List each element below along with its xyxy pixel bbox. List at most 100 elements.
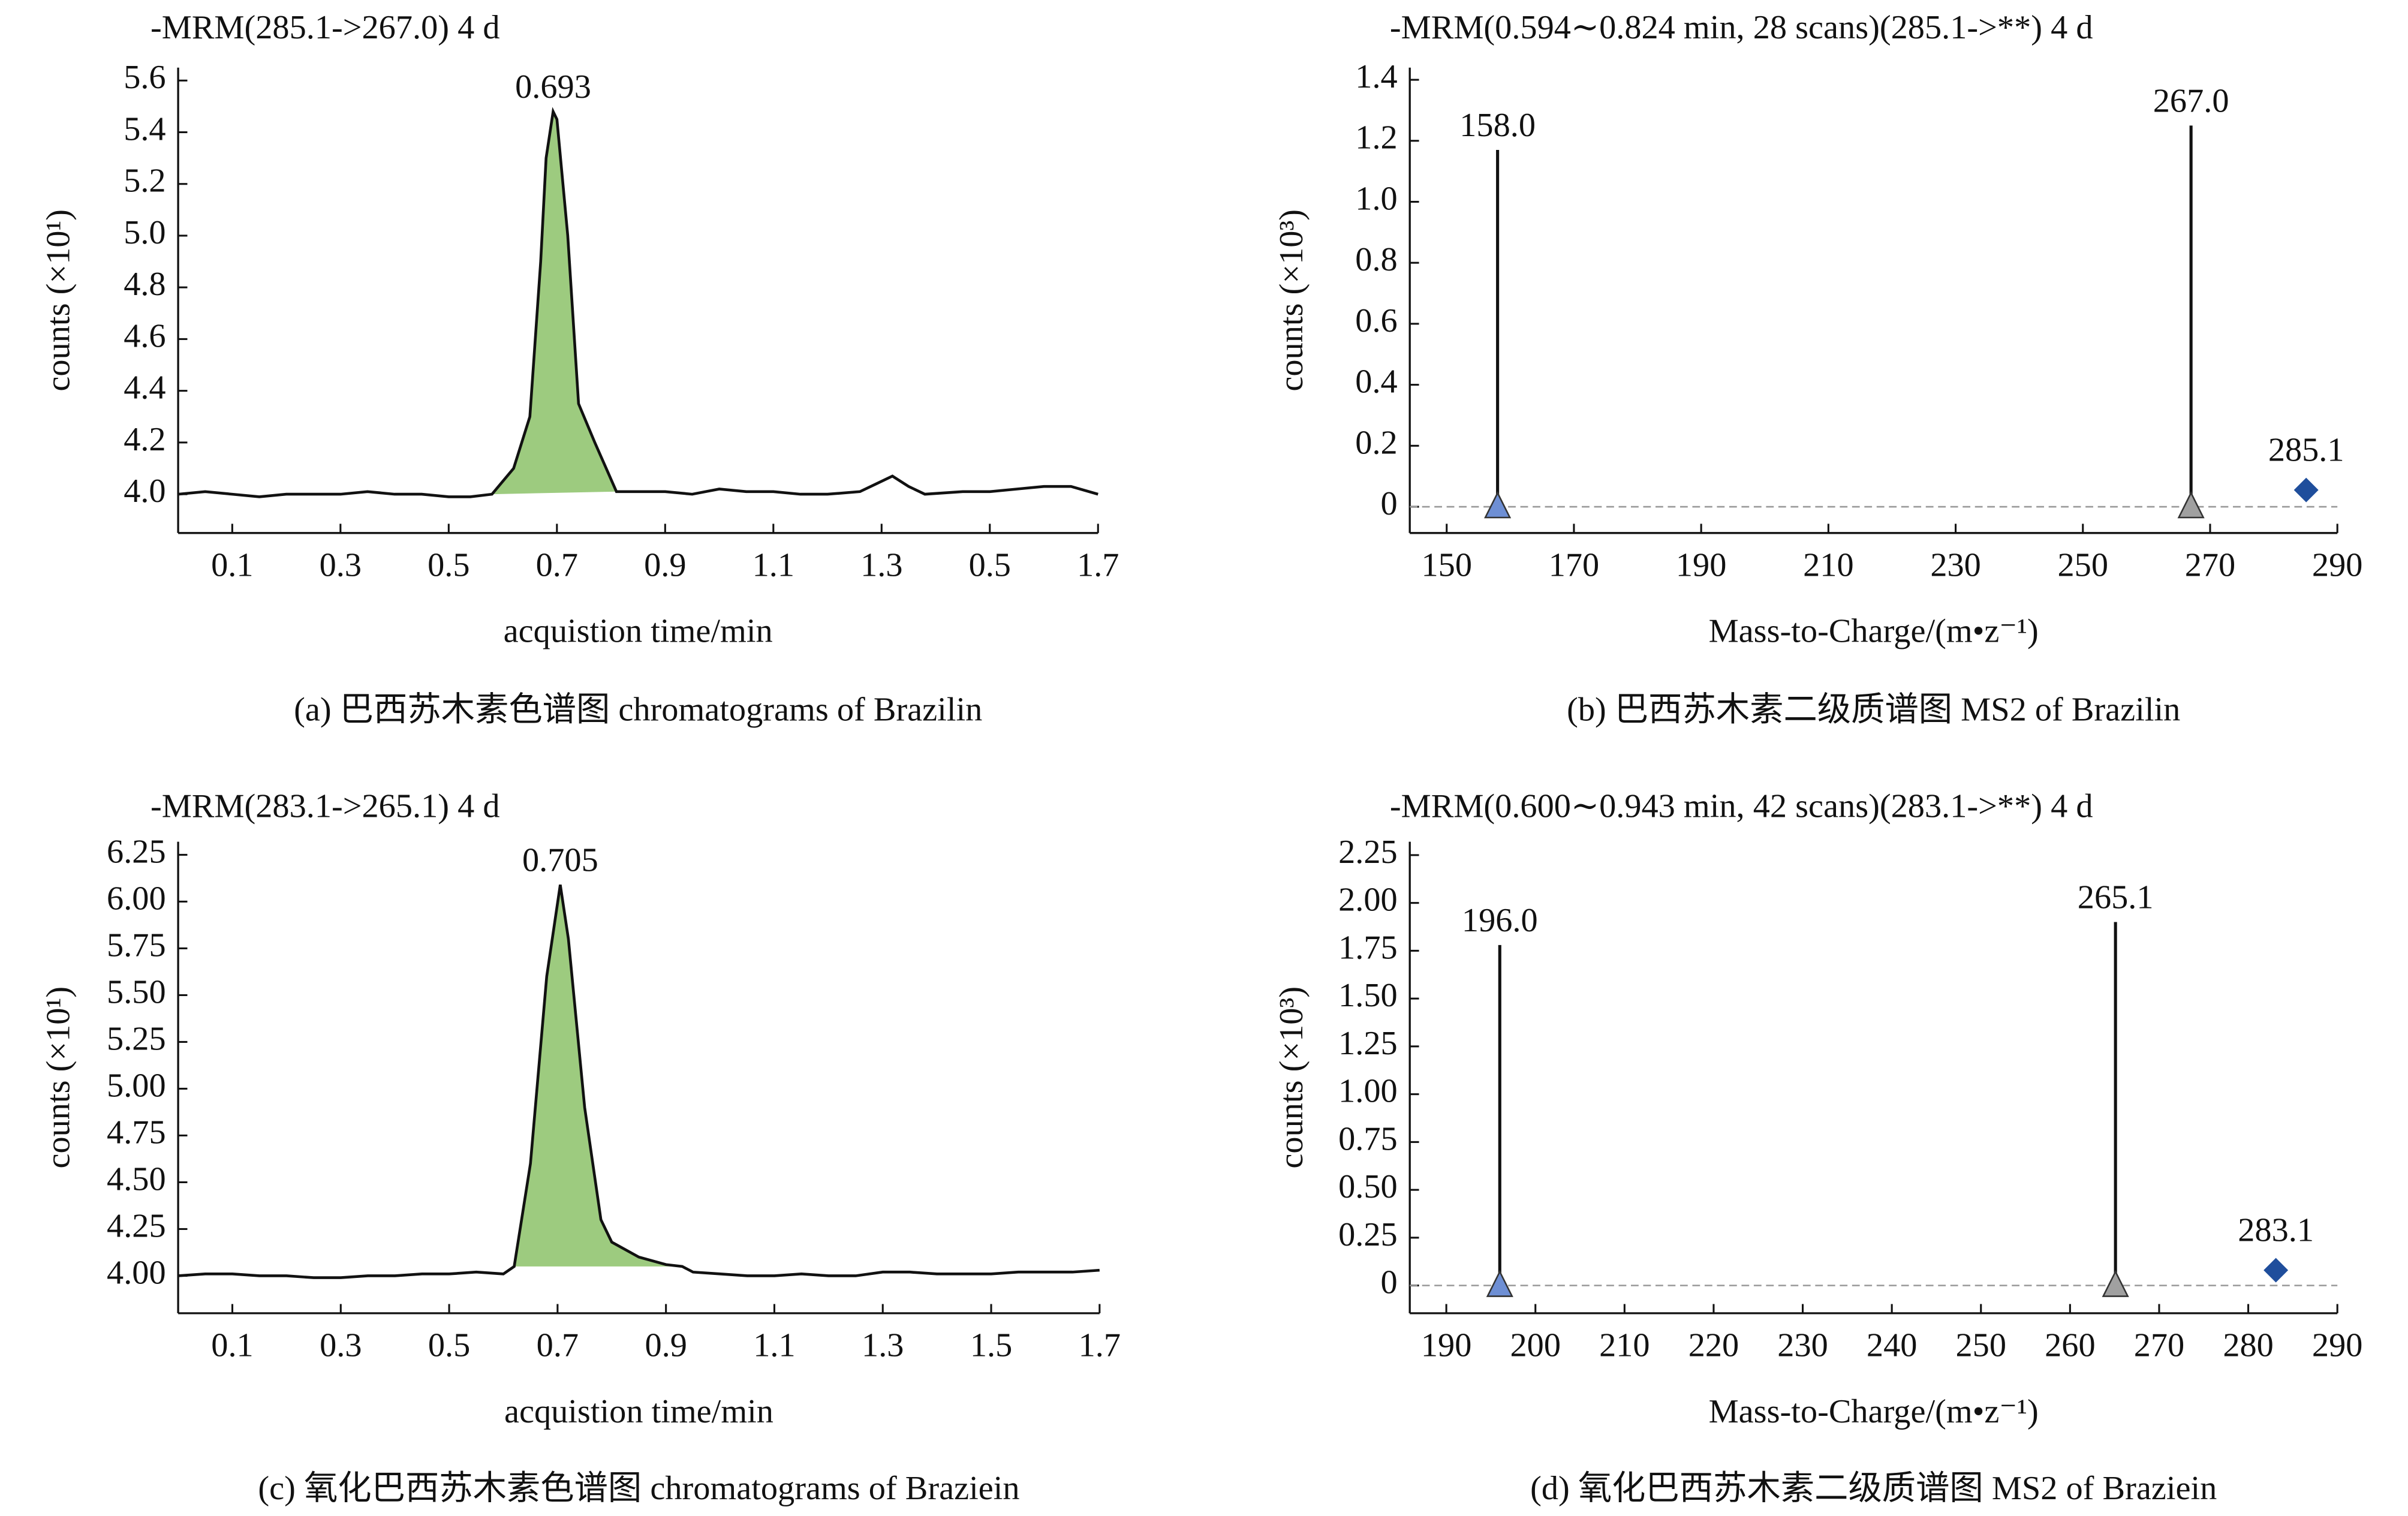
x-tick-label: 1.5 [970, 1327, 1012, 1364]
x-tick-label: 0.1 [211, 1327, 253, 1364]
x-tick-label: 260 [2045, 1327, 2096, 1364]
peak-label: 265.1 [2078, 879, 2154, 916]
x-axis-label: acquistion time/min [504, 613, 773, 650]
y-tick-label: 2.25 [1338, 834, 1398, 871]
peak-label: 267.0 [2153, 82, 2229, 119]
caption: (d) 氧化巴西苏木素二级质谱图 MS2 of Braziein [1530, 1470, 2217, 1507]
y-tick-label: 0.2 [1355, 424, 1397, 461]
y-tick-label: 5.50 [107, 973, 166, 1010]
y-tick-label: 0.6 [1355, 302, 1397, 339]
y-tick-label: 0.8 [1355, 241, 1397, 278]
x-tick-label: 270 [2134, 1327, 2185, 1364]
y-axis-label: counts (×10¹) [40, 986, 77, 1169]
y-tick-label: 5.6 [124, 59, 165, 96]
y-tick-label: 5.2 [124, 163, 165, 200]
x-tick-label: 190 [1421, 1327, 1472, 1364]
y-tick-label: 0.75 [1338, 1120, 1398, 1157]
y-tick-label: 0.50 [1338, 1168, 1398, 1205]
x-tick-label: 230 [1930, 547, 1981, 584]
x-axis-label: Mass-to-Charge/(m•z⁻¹) [1709, 1393, 2039, 1430]
y-tick-label: 5.4 [124, 110, 165, 148]
y-tick-label: 2.00 [1338, 882, 1398, 919]
y-tick-label: 6.00 [107, 880, 166, 917]
y-tick-label: 1.25 [1338, 1025, 1398, 1062]
peak-marker [1484, 491, 1512, 519]
x-tick-label: 0.5 [428, 547, 469, 584]
x-tick-label: 210 [1803, 547, 1854, 584]
y-tick-label: 0 [1381, 1264, 1398, 1301]
x-tick-label: 290 [2312, 1327, 2363, 1364]
chart-title: -MRM(0.594∼0.824 min, 28 scans)(285.1->*… [1390, 9, 2093, 46]
x-tick-label: 240 [1867, 1327, 1918, 1364]
y-tick-label: 5.0 [124, 214, 165, 251]
y-tick-label: 4.6 [124, 317, 165, 354]
y-tick-label: 5.00 [107, 1067, 166, 1104]
y-tick-label: 1.50 [1338, 977, 1398, 1014]
y-axis-label: counts (×10¹) [40, 209, 77, 392]
y-tick-label: 4.00 [107, 1254, 166, 1291]
x-tick-label: 1.3 [860, 547, 902, 584]
y-tick-label: 4.4 [124, 369, 165, 407]
y-tick-label: 1.75 [1338, 929, 1398, 966]
precursor-label: 283.1 [2238, 1212, 2314, 1249]
x-tick-label: 280 [2223, 1327, 2274, 1364]
y-axis-label: counts (×10³) [1273, 209, 1310, 392]
y-tick-label: 0 [1381, 485, 1398, 522]
trace-line [177, 107, 1098, 498]
precursor-label: 285.1 [2268, 432, 2344, 469]
x-tick-label: 1.1 [753, 1327, 795, 1364]
x-tick-label: 230 [1777, 1327, 1828, 1364]
y-tick-label: 5.25 [107, 1020, 166, 1057]
x-tick-label: 210 [1599, 1327, 1650, 1364]
peak-label: 196.0 [1462, 902, 1538, 939]
x-tick-label: 0.1 [211, 547, 253, 584]
x-tick-label: 290 [2312, 547, 2363, 584]
y-tick-label: 4.0 [124, 473, 165, 510]
caption: (c) 氧化巴西苏木素色谱图 chromatograms of Braziein [258, 1470, 1019, 1507]
x-tick-label: 250 [1956, 1327, 2007, 1364]
peak-label: 158.0 [1459, 107, 1536, 144]
x-tick-label: 0.9 [645, 1327, 687, 1364]
chart-title: -MRM(285.1->267.0) 4 d [150, 9, 500, 46]
caption: (b) 巴西苏木素二级质谱图 MS2 of Brazilin [1567, 691, 2180, 728]
y-tick-label: 1.2 [1355, 119, 1397, 157]
x-tick-label: 0.7 [536, 547, 578, 584]
y-tick-label: 1.4 [1355, 58, 1397, 95]
x-tick-label: 0.3 [320, 1327, 362, 1364]
y-tick-label: 4.2 [124, 421, 165, 458]
peak-area [514, 885, 682, 1267]
x-tick-label: 1.1 [752, 547, 794, 584]
y-tick-label: 0.25 [1338, 1216, 1398, 1253]
x-tick-label: 250 [2058, 547, 2109, 584]
x-tick-label: 220 [1688, 1327, 1739, 1364]
precursor-marker [2263, 1258, 2289, 1283]
x-tick-label: 200 [1510, 1327, 1561, 1364]
peak-label: 0.705 [522, 841, 598, 879]
y-tick-label: 5.75 [107, 927, 166, 964]
chart-title: -MRM(283.1->265.1) 4 d [150, 788, 500, 825]
trace-line [177, 885, 1100, 1279]
peak-marker [1486, 1270, 1513, 1297]
x-tick-label: 1.7 [1077, 547, 1119, 584]
x-tick-label: 0.5 [969, 547, 1011, 584]
precursor-marker [2293, 477, 2319, 503]
y-tick-label: 1.0 [1355, 180, 1397, 217]
x-tick-label: 0.7 [537, 1327, 579, 1364]
x-tick-label: 1.3 [862, 1327, 904, 1364]
y-tick-label: 4.25 [107, 1207, 166, 1244]
y-tick-label: 4.75 [107, 1114, 166, 1151]
x-tick-label: 170 [1549, 547, 1600, 584]
x-tick-label: 190 [1676, 547, 1727, 584]
x-tick-label: 0.3 [320, 547, 362, 584]
y-axis-label: counts (×10³) [1273, 986, 1310, 1169]
x-tick-label: 1.7 [1079, 1327, 1121, 1364]
x-tick-label: 270 [2185, 547, 2236, 584]
peak-label: 0.693 [515, 68, 591, 106]
caption: (a) 巴西苏木素色谱图 chromatograms of Brazilin [294, 691, 982, 728]
x-axis-label: Mass-to-Charge/(m•z⁻¹) [1709, 613, 2039, 650]
peak-area [492, 112, 617, 495]
x-tick-label: 0.9 [644, 547, 686, 584]
peak-marker [2102, 1270, 2129, 1297]
